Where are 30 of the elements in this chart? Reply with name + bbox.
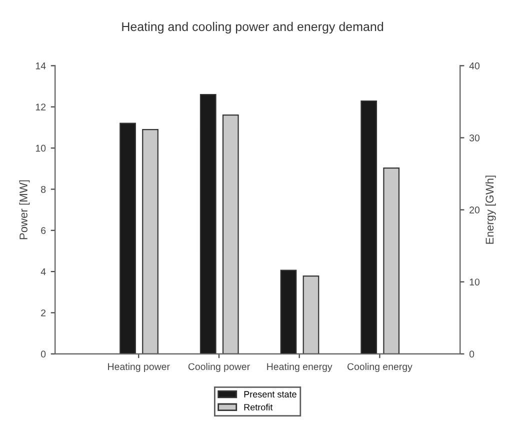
bar: [383, 167, 400, 354]
x-tick-label: Cooling power: [188, 362, 250, 372]
y-tick-label: 12: [36, 104, 46, 110]
y2-tick-label: 10: [470, 278, 480, 286]
y-tick-label: 0: [40, 350, 46, 358]
y2-tick-label: 20: [470, 206, 480, 214]
bar: [302, 276, 320, 354]
bar: [280, 270, 297, 354]
y-axis-title: Power [MW]: [19, 180, 30, 240]
x-tick-label: Heating power: [108, 362, 170, 372]
y-tick-label: 6: [41, 227, 46, 234]
legend-label: Present state: [244, 391, 296, 398]
y-tick-label: 14: [36, 62, 46, 70]
y-tick-label: 2: [41, 309, 46, 316]
y-tick-label: 8: [41, 186, 46, 193]
y2-tick-label: 30: [469, 134, 480, 142]
y2-tick-label: 0: [469, 350, 474, 358]
chart-title: Heating and cooling power and energy demand: [122, 22, 384, 34]
x-tick-label: Heating energy: [267, 362, 332, 372]
x-tick-label: Cooling energy: [347, 362, 412, 372]
bar: [200, 94, 216, 354]
bar: [360, 100, 378, 354]
bar: [222, 114, 239, 354]
y2-axis-title: Energy [GWh]: [485, 176, 496, 244]
y2-tick-label: 40: [469, 62, 480, 70]
legend-label: Retrofit: [244, 404, 273, 410]
bar: [120, 122, 136, 354]
y-tick-label: 10: [36, 144, 46, 152]
bar: [142, 128, 158, 354]
y-tick-label: 4: [40, 268, 46, 276]
